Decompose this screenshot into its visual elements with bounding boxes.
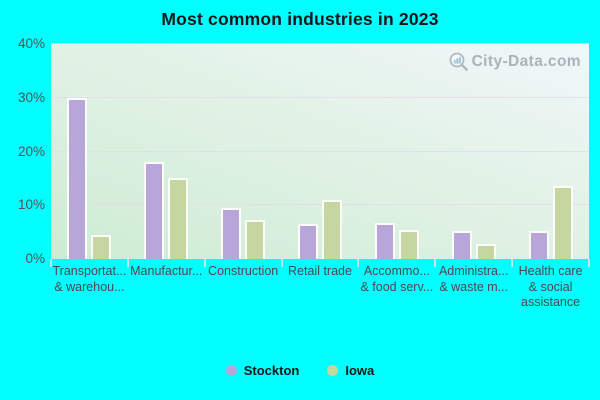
gridline: [51, 96, 589, 98]
bar-stockton-2: [221, 207, 242, 259]
legend-item-iowa: Iowa: [327, 363, 374, 378]
x-axis-tick: [50, 259, 52, 267]
chart-title: Most common industries in 2023: [161, 9, 439, 29]
legend-swatch-icon: [327, 365, 339, 376]
legend-swatch-icon: [225, 365, 237, 376]
plot-area: City-Data.com: [51, 43, 589, 259]
bar-iowa-2: [245, 219, 266, 259]
bar-stockton-0: [67, 97, 88, 259]
legend-label: Stockton: [243, 363, 300, 378]
bar-iowa-3: [322, 199, 342, 259]
x-axis-tick: [126, 259, 129, 267]
bar-stockton-3: [298, 223, 318, 259]
legend: Stockton Iowa: [0, 363, 600, 378]
y-axis-label: 0%: [25, 251, 45, 266]
legend-label: Iowa: [345, 363, 375, 378]
gridline: [51, 150, 589, 152]
gridline: [51, 43, 589, 44]
x-axis-labels: Transportat... & warehou... Manufactur... C…: [51, 264, 589, 324]
x-axis-label: Accommo... & food serv...: [360, 264, 434, 294]
y-axis-label: 20%: [17, 143, 45, 159]
bar-iowa-5: [475, 243, 496, 259]
x-axis-tick: [357, 259, 360, 267]
x-axis-tick: [280, 259, 283, 267]
x-axis-label: Health care & social assistance: [518, 264, 583, 309]
legend-item-stockton: Stockton: [225, 363, 300, 378]
bar-stockton-5: [451, 230, 472, 259]
magnifier-chart-icon: [448, 51, 470, 73]
watermark-text: City-Data.com: [471, 53, 581, 70]
bar-stockton-1: [144, 162, 165, 259]
x-axis-label: Administra... & waste m...: [438, 264, 509, 294]
watermark: City-Data.com: [448, 51, 581, 73]
y-axis-label: 30%: [17, 89, 45, 105]
x-axis-ticks: [50, 259, 590, 268]
y-axis-labels: 0% 10% 20% 30% 40%: [0, 36, 45, 266]
x-axis-label: Manufactur...: [130, 264, 203, 278]
bar-stockton-6: [528, 230, 549, 259]
x-axis-tick: [511, 259, 514, 267]
bar-iowa-4: [398, 229, 419, 259]
y-axis-label: 40%: [17, 36, 45, 51]
bar-iowa-1: [168, 178, 189, 259]
y-axis-label: 10%: [17, 197, 45, 213]
x-axis-label: Retail trade: [288, 264, 352, 278]
gridline: [51, 204, 589, 206]
x-axis-tick: [588, 259, 590, 267]
bar-stockton-4: [374, 223, 395, 259]
x-axis-label: Construction: [208, 264, 279, 278]
x-axis-tick: [203, 259, 206, 267]
bar-iowa-6: [552, 186, 573, 259]
bar-iowa-0: [91, 234, 112, 259]
x-axis-label: Transportat... & warehou...: [52, 264, 127, 294]
x-axis-tick: [434, 259, 437, 267]
